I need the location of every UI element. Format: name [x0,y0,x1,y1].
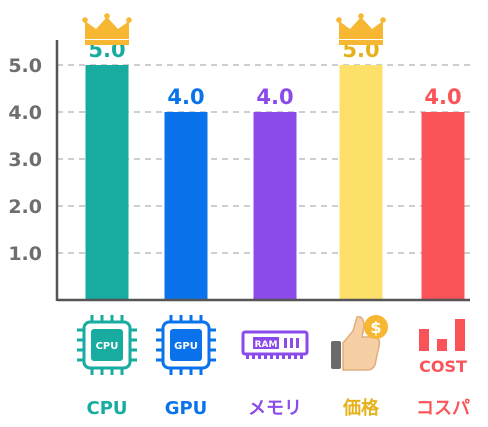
cpu-chip-icon: CPU [77,315,137,375]
value-label-5: 4.0 [424,85,461,109]
axes [55,40,470,302]
category-label-5: コスパ [416,398,470,419]
y-tick-5.0: 5.0 [8,55,42,77]
value-label-2: 4.0 [167,85,204,109]
ram-module-icon: RAM [241,330,309,359]
thumbs-up-coin-icon: $ [331,315,388,371]
value-labels: 5.04.0 4.05.04.0 [88,38,461,109]
y-tick-4.0: 4.0 [8,102,42,124]
y-tick-2.0: 2.0 [8,196,42,218]
bar-1 [85,65,129,300]
y-tick-3.0: 3.0 [8,149,42,171]
gpu-chip-icon: GPU [156,315,216,375]
value-label-3: 4.0 [256,85,293,109]
bar-4 [339,65,383,300]
category-icons: CPU GPU RAM $ COST [77,315,467,376]
svg-text:$: $ [370,318,381,337]
crown-icon [82,13,132,45]
crown-icon [336,13,386,45]
category-label-2: GPU [165,398,208,419]
bars [85,65,465,300]
svg-text:COST: COST [419,357,467,376]
category-label-3: メモリ [248,398,302,419]
bar-2 [164,112,208,300]
svg-text:GPU: GPU [174,341,198,352]
y-tick-labels: 1.0 2.0 3.0 4.0 5.0 [8,55,42,265]
category-label-1: CPU [86,398,127,419]
cost-bar-icon: COST [419,319,467,376]
bar-3 [253,112,297,300]
y-tick-1.0: 1.0 [8,243,42,265]
svg-text:RAM: RAM [255,340,278,350]
crowns [82,13,386,45]
category-labels: CPU GPU メモリ 価格 コスパ [86,397,470,419]
svg-text:CPU: CPU [96,341,119,352]
category-label-4: 価格 [342,397,380,419]
bar-5 [421,112,465,300]
